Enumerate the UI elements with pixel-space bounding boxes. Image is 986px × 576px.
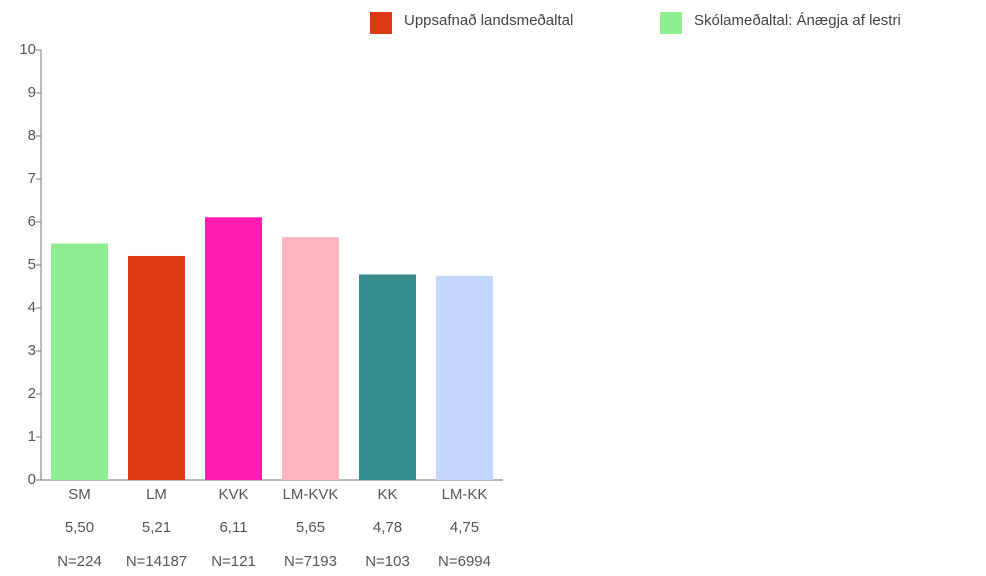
bar [128, 255, 185, 480]
n-label: N=224 [57, 553, 102, 570]
y-tick-label: 7 [28, 170, 36, 187]
value-label: 5,21 [142, 519, 171, 536]
bar [51, 243, 108, 480]
y-tick-label: 9 [28, 84, 36, 101]
value-label: 5,65 [296, 519, 325, 536]
y-tick-label: 8 [28, 127, 36, 144]
y-tick-label: 5 [28, 256, 36, 273]
bar [359, 274, 416, 480]
value-label: 4,75 [450, 519, 479, 536]
bar [282, 237, 339, 480]
legend-swatch [370, 12, 392, 34]
bar [205, 217, 262, 480]
bar [436, 275, 493, 480]
y-tick-label: 1 [28, 428, 36, 445]
n-label: N=103 [365, 553, 410, 570]
x-tick-label: SM [68, 486, 91, 503]
n-label: N=121 [211, 553, 256, 570]
value-label: 6,11 [219, 519, 247, 536]
legend-swatch [660, 12, 682, 34]
y-tick-label: 4 [28, 299, 36, 316]
n-label: N=6994 [438, 553, 491, 570]
x-tick-label: LM-KVK [283, 486, 339, 503]
y-tick-label: 0 [28, 471, 36, 488]
x-tick-label: LM [146, 486, 167, 503]
legend-label: Uppsafnað landsmeðaltal [404, 12, 573, 29]
value-label: 5,50 [65, 519, 94, 536]
y-tick-label: 3 [28, 342, 36, 359]
n-label: N=7193 [284, 553, 337, 570]
x-tick-label: KVK [218, 486, 248, 503]
value-label: 4,78 [373, 519, 402, 536]
y-tick-label: 6 [28, 213, 36, 230]
x-tick-label: KK [377, 486, 397, 503]
legend-label: Skólameðaltal: Ánægja af lestri [694, 12, 901, 29]
y-tick-label: 2 [28, 385, 36, 402]
n-label: N=14187 [126, 553, 187, 570]
y-tick-label: 10 [19, 41, 36, 58]
x-tick-label: LM-KK [442, 486, 488, 503]
